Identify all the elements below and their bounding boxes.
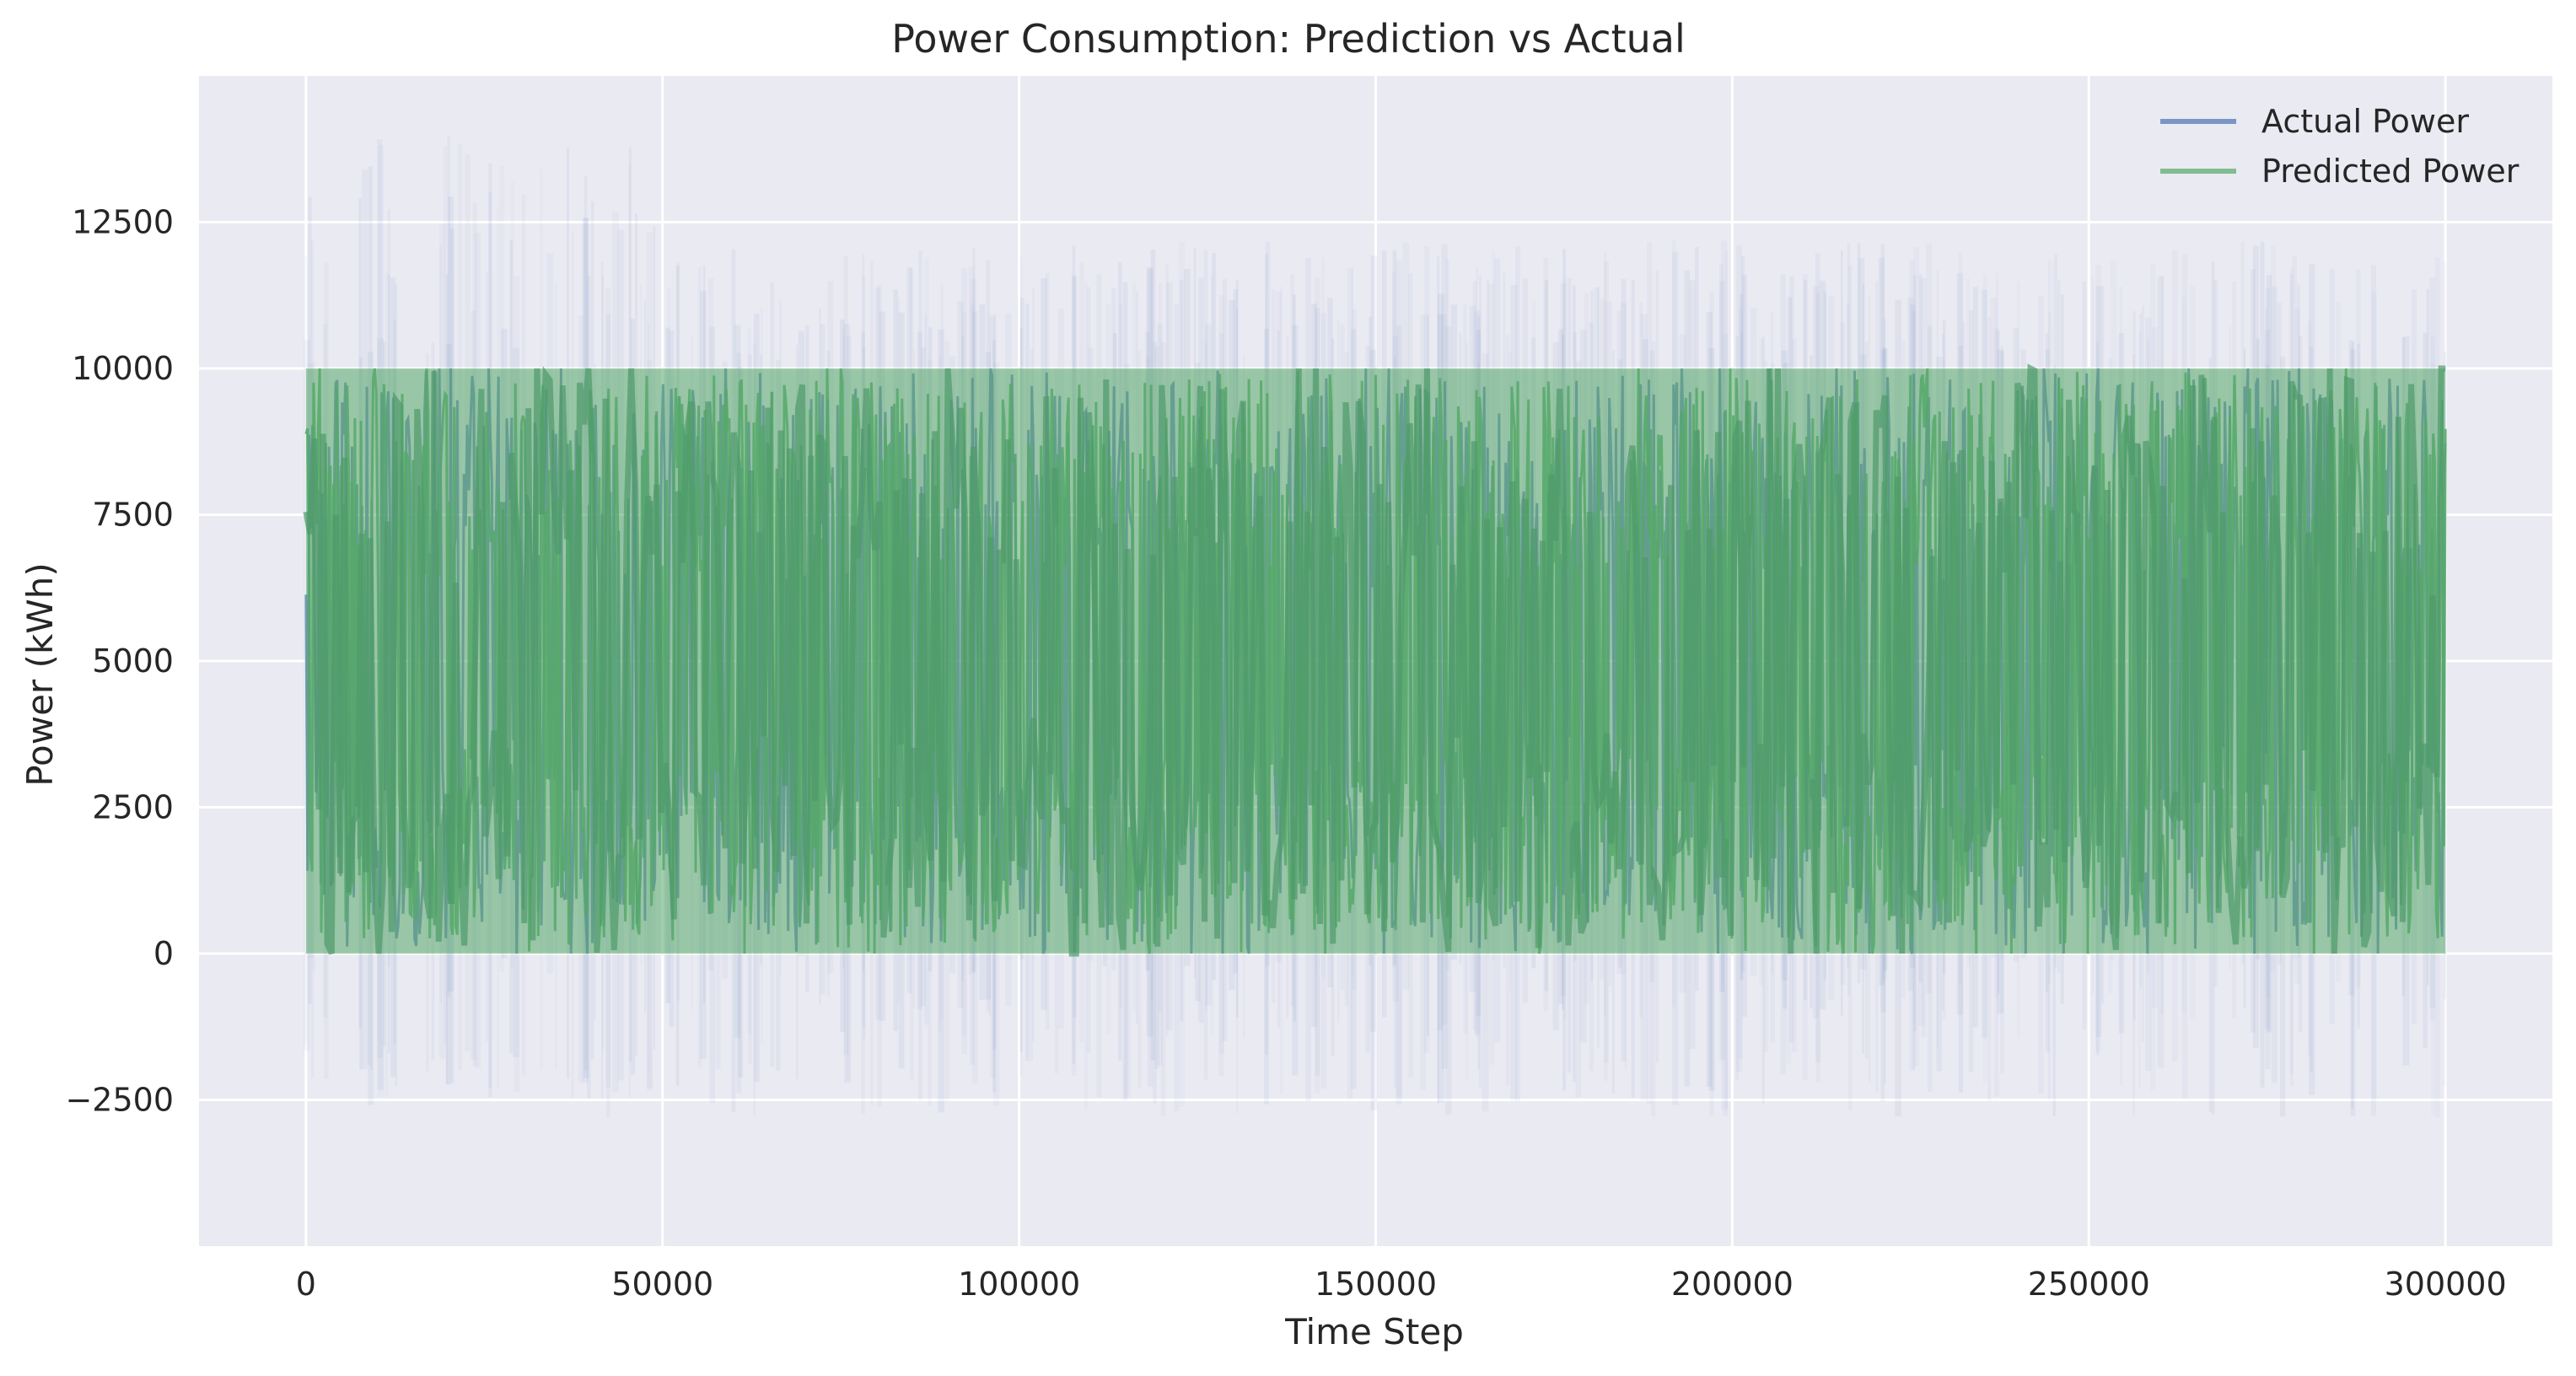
y-tick-label: 10000 bbox=[72, 350, 174, 387]
y-tick-label: 0 bbox=[153, 935, 174, 972]
x-tick-label: 0 bbox=[296, 1266, 316, 1303]
y-tick-label: 2500 bbox=[92, 789, 174, 826]
y-tick-label: −2500 bbox=[65, 1082, 174, 1119]
x-tick-label: 250000 bbox=[2028, 1266, 2150, 1303]
x-tick-label: 50000 bbox=[611, 1266, 713, 1303]
predicted-power-line-dense bbox=[303, 363, 2446, 957]
legend-label-predicted: Predicted Power bbox=[2261, 153, 2520, 190]
x-tick-label: 300000 bbox=[2385, 1266, 2507, 1303]
x-tick-label: 150000 bbox=[1315, 1266, 1437, 1303]
y-axis-ticks: −2500 0 2500 5000 7500 10000 12500 bbox=[65, 204, 174, 1119]
x-tick-label: 200000 bbox=[1671, 1266, 1794, 1303]
y-tick-label: 5000 bbox=[92, 642, 174, 680]
legend-label-actual: Actual Power bbox=[2261, 103, 2469, 140]
predicted-power-series bbox=[303, 363, 2447, 957]
predicted-power-line bbox=[304, 368, 2447, 954]
x-axis-label: Time Step bbox=[1284, 1311, 1464, 1352]
y-axis-label: Power (kWh) bbox=[19, 562, 61, 787]
legend: Actual Power Predicted Power bbox=[2160, 103, 2520, 190]
chart-title: Power Consumption: Prediction vs Actual bbox=[891, 16, 1686, 62]
y-tick-label: 12500 bbox=[72, 204, 174, 241]
y-tick-label: 7500 bbox=[92, 497, 174, 534]
x-tick-label: 100000 bbox=[958, 1266, 1080, 1303]
x-axis-ticks: 0 50000 100000 150000 200000 250000 300000 bbox=[296, 1266, 2507, 1303]
